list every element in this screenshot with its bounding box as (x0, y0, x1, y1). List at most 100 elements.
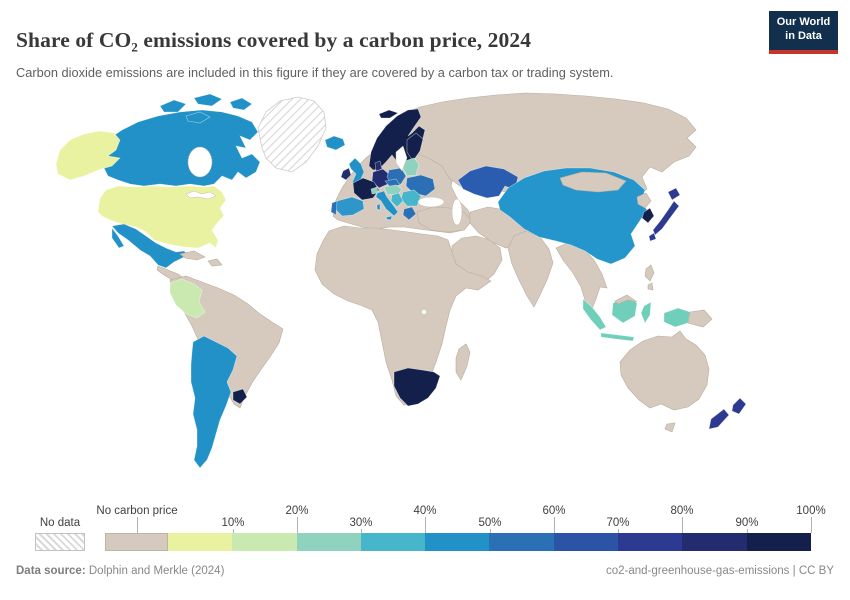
region-indonesia-sumatra[interactable] (582, 298, 607, 331)
legend-tick (682, 517, 683, 533)
legend-label-100: 100% (796, 505, 826, 517)
region-ireland[interactable] (340, 167, 352, 181)
region-philippines-2[interactable] (647, 282, 654, 291)
legend-segment-0-10[interactable] (168, 533, 233, 551)
region-canada-arctic-3[interactable] (229, 97, 253, 111)
legend-label-70: 70% (606, 517, 630, 529)
region-hispaniola[interactable] (207, 258, 223, 267)
legend-segment-30-40[interactable] (360, 533, 426, 551)
region-india[interactable] (507, 230, 554, 308)
region-switzerland[interactable] (370, 186, 379, 195)
region-philippines-1[interactable] (644, 264, 655, 282)
region-tasmania[interactable] (664, 422, 676, 433)
legend-segment-90-100[interactable] (746, 533, 811, 551)
region-svalbard[interactable] (378, 109, 399, 119)
license-link[interactable]: CC BY (798, 565, 834, 577)
great-lakes (185, 190, 217, 200)
legend-segment-60-70[interactable] (553, 533, 619, 551)
owid-logo[interactable]: Our World in Data (769, 11, 838, 54)
region-russia[interactable] (385, 92, 697, 201)
region-sardinia[interactable] (376, 203, 381, 211)
region-japan-honshu[interactable] (652, 200, 680, 236)
owid-logo-line1: Our World (776, 16, 831, 28)
region-north-korea[interactable] (636, 192, 652, 209)
region-finland[interactable] (406, 132, 424, 162)
legend-segment-no-carbon-price[interactable] (105, 533, 168, 551)
footer-separator: | (792, 565, 796, 577)
no-data-swatch[interactable] (35, 533, 85, 551)
region-japan-hokkaido[interactable] (667, 187, 681, 201)
region-china[interactable] (497, 167, 648, 265)
data-source-value: Dolphin and Merkle (2024) (88, 565, 225, 577)
region-cuba[interactable] (179, 250, 206, 261)
footer-right: co2-and-greenhouse-gas-emissions | CC BY (606, 565, 834, 577)
region-south-korea[interactable] (641, 207, 655, 224)
region-new-zealand-north[interactable] (731, 397, 747, 415)
caspian-sea (451, 198, 463, 226)
region-south-africa[interactable] (393, 367, 441, 407)
owid-logo-line2: in Data (785, 29, 822, 42)
baltic-sea (395, 145, 408, 172)
legend-color-bar (105, 533, 811, 551)
data-source-label: Data source: (16, 565, 86, 577)
region-greenland-no-data[interactable] (257, 96, 327, 173)
region-madagascar[interactable] (455, 343, 471, 381)
black-sea (417, 196, 445, 208)
legend-label-90: 90% (735, 517, 759, 529)
region-canada[interactable] (101, 109, 261, 187)
region-austria-hungary[interactable] (383, 184, 403, 196)
region-mongolia[interactable] (559, 171, 627, 193)
region-italy[interactable] (375, 190, 399, 217)
legend-segment-10-20[interactable] (232, 533, 297, 551)
region-canada-arctic-2[interactable] (193, 93, 223, 107)
region-japan-kyushu[interactable] (648, 232, 657, 242)
legend-ticks: No carbon price 10% 20% 30% 40% 50% 60% … (96, 503, 826, 555)
region-indonesia-west-papua[interactable] (663, 307, 691, 328)
legend-segment-80-90[interactable] (682, 533, 747, 551)
world-map-svg (55, 92, 747, 469)
region-canada-arctic-1[interactable] (159, 99, 187, 113)
region-sicily[interactable] (385, 215, 393, 221)
lake-victoria (421, 309, 427, 315)
region-alaska[interactable] (55, 130, 121, 181)
region-mexico-baja[interactable] (111, 227, 125, 249)
legend-tick (554, 517, 555, 533)
data-source: Data source: Dolphin and Merkle (2024) (16, 565, 224, 577)
dataset-link[interactable]: co2-and-greenhouse-gas-emissions (605, 565, 790, 577)
region-greece[interactable] (402, 206, 417, 221)
legend-tick (361, 529, 362, 533)
region-papua-new-guinea[interactable] (687, 309, 713, 328)
region-australia[interactable] (619, 330, 710, 411)
region-western-balkans[interactable] (390, 192, 404, 208)
chart-footer: Data source: Dolphin and Merkle (2024) c… (16, 565, 834, 577)
legend-label-10: 10% (221, 517, 245, 529)
region-canada-arctic-4[interactable] (185, 111, 211, 124)
legend-tick (233, 529, 234, 533)
no-data-label: No data (39, 517, 81, 529)
legend-label-20: 20% (285, 505, 309, 517)
legend-segment-40-50[interactable] (425, 533, 490, 551)
legend-label-80: 80% (670, 505, 694, 517)
region-iceland[interactable] (324, 135, 346, 151)
legend-tick (811, 517, 812, 533)
region-france[interactable] (352, 177, 380, 201)
legend-tick (137, 517, 138, 533)
hudson-bay (187, 146, 213, 178)
legend-label-40: 40% (413, 505, 437, 517)
legend-segment-20-30[interactable] (296, 533, 361, 551)
legend-label-30: 30% (349, 517, 373, 529)
legend-segment-50-60[interactable] (489, 533, 554, 551)
map-legend: No data No carbon price 10% 20% 30% 40% … (0, 503, 850, 555)
legend-segment-70-80[interactable] (618, 533, 683, 551)
world-map[interactable] (0, 88, 850, 500)
region-portugal[interactable] (330, 200, 338, 216)
region-africa[interactable] (314, 225, 492, 406)
region-indonesia-java[interactable] (600, 332, 635, 342)
region-malaysia-borneo[interactable] (614, 294, 638, 305)
region-colombia[interactable] (169, 278, 206, 319)
region-uruguay[interactable] (232, 388, 248, 405)
region-new-zealand-south[interactable] (708, 408, 730, 430)
region-argentina-chile[interactable] (190, 335, 238, 469)
region-united-states[interactable] (97, 185, 227, 249)
region-indonesia-sulawesi[interactable] (640, 301, 652, 324)
